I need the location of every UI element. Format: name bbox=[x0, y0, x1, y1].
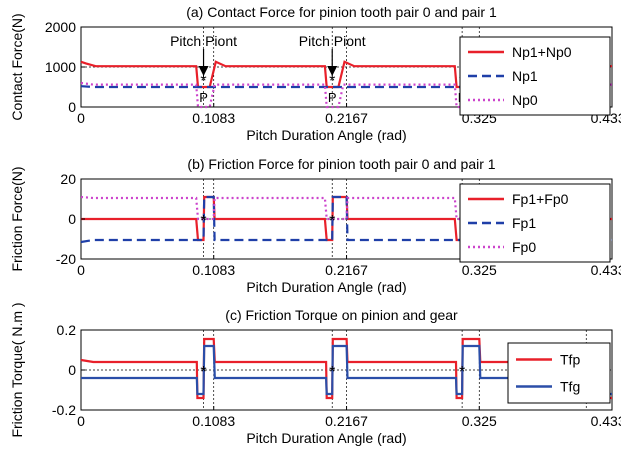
annotation-star: * bbox=[329, 213, 335, 230]
y-tick-label: 0 bbox=[68, 362, 76, 378]
x-axis-label: Pitch Duration Angle (rad) bbox=[246, 127, 406, 143]
legend-label: Fp1 bbox=[512, 215, 536, 231]
annotation-star: * bbox=[200, 364, 206, 381]
y-tick-label: 0.2 bbox=[57, 322, 77, 338]
y-tick-label: 2000 bbox=[45, 19, 76, 35]
y-tick-label: 0 bbox=[68, 99, 76, 115]
legend-label: Tfp bbox=[560, 352, 580, 368]
x-tick-label: 0 bbox=[77, 110, 85, 126]
annotation-star: * bbox=[200, 213, 206, 230]
annotation-star: * bbox=[329, 364, 335, 381]
x-tick-label: 0 bbox=[77, 262, 85, 278]
arrow-head-icon bbox=[198, 66, 209, 76]
legend-label: Np0 bbox=[512, 92, 538, 108]
y-axis-label: Friction Force(N) bbox=[9, 166, 25, 271]
x-tick-label: 0 bbox=[77, 413, 85, 429]
x-tick-label: 0.1083 bbox=[192, 110, 235, 126]
legend: Tfp Tfg bbox=[507, 342, 611, 404]
y-axis-label: Contact Force(N) bbox=[9, 13, 25, 120]
legend: Np1+Np0 Np1 Np0 bbox=[459, 36, 611, 116]
x-tick-label: 0.325 bbox=[462, 262, 497, 278]
y-tick-label: 0 bbox=[68, 211, 76, 227]
x-tick-label: 0.1083 bbox=[192, 262, 235, 278]
annotation-pitch-point: Pitch Piont bbox=[299, 33, 366, 49]
x-axis-label: Pitch Duration Angle (rad) bbox=[246, 430, 406, 446]
x-tick-label: 0.4333 bbox=[591, 413, 621, 429]
y-axis-label: Friction Torque( N.m ) bbox=[9, 302, 25, 437]
arrow-head-icon bbox=[327, 66, 338, 76]
legend-label: Tfg bbox=[560, 379, 580, 395]
series-line-np1 bbox=[80, 85, 612, 89]
annotation-p: P bbox=[328, 90, 337, 105]
chart-title: (a) Contact Force for pinion tooth pair … bbox=[186, 4, 497, 20]
chart-title: (b) Friction Force for pinion tooth pair… bbox=[187, 156, 495, 172]
legend-box bbox=[459, 36, 611, 116]
annotation-p: P bbox=[199, 90, 208, 105]
x-tick-label: 0.2167 bbox=[325, 110, 368, 126]
series-line-tfg bbox=[81, 344, 612, 396]
y-tick-label: -20 bbox=[56, 251, 76, 267]
y-tick-label: -0.2 bbox=[52, 402, 76, 418]
legend: Fp1+Fp0 Fp1 Fp0 bbox=[459, 183, 611, 263]
x-tick-label: 0.4333 bbox=[591, 262, 621, 278]
y-tick-label: 1000 bbox=[45, 59, 76, 75]
annotation-star: * bbox=[200, 73, 206, 90]
x-tick-label: 0.325 bbox=[462, 413, 497, 429]
y-tick-label: 20 bbox=[60, 171, 76, 187]
legend-box bbox=[507, 342, 611, 404]
x-tick-label: 0.2167 bbox=[325, 262, 368, 278]
annotation-pitch-point: Pitch Piont bbox=[170, 33, 237, 49]
legend-label: Np1+Np0 bbox=[512, 44, 572, 60]
legend-label: Np1 bbox=[512, 68, 538, 84]
annotation-star: * bbox=[329, 73, 335, 90]
annotation-star: * bbox=[459, 364, 465, 381]
x-axis-label: Pitch Duration Angle (rad) bbox=[246, 279, 406, 295]
chart-title: (c) Friction Torque on pinion and gear bbox=[225, 307, 458, 323]
x-tick-label: 0.1083 bbox=[192, 413, 235, 429]
x-tick-label: 0.2167 bbox=[325, 413, 368, 429]
legend-label: Fp0 bbox=[512, 239, 536, 255]
legend-label: Fp1+Fp0 bbox=[512, 191, 569, 207]
